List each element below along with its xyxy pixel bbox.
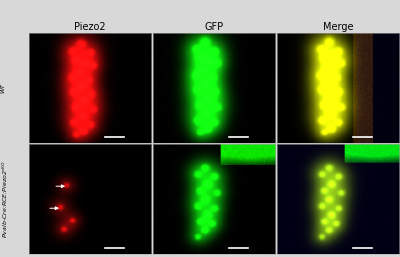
Text: Piezo2: Piezo2 — [74, 22, 106, 32]
Text: Merge: Merge — [323, 22, 353, 32]
Text: Pvalb-Cre:RCE:Piezo2$^{cKO}$: Pvalb-Cre:RCE:Piezo2$^{cKO}$ — [0, 160, 10, 238]
Text: WT: WT — [0, 84, 6, 93]
Text: GFP: GFP — [204, 22, 224, 32]
